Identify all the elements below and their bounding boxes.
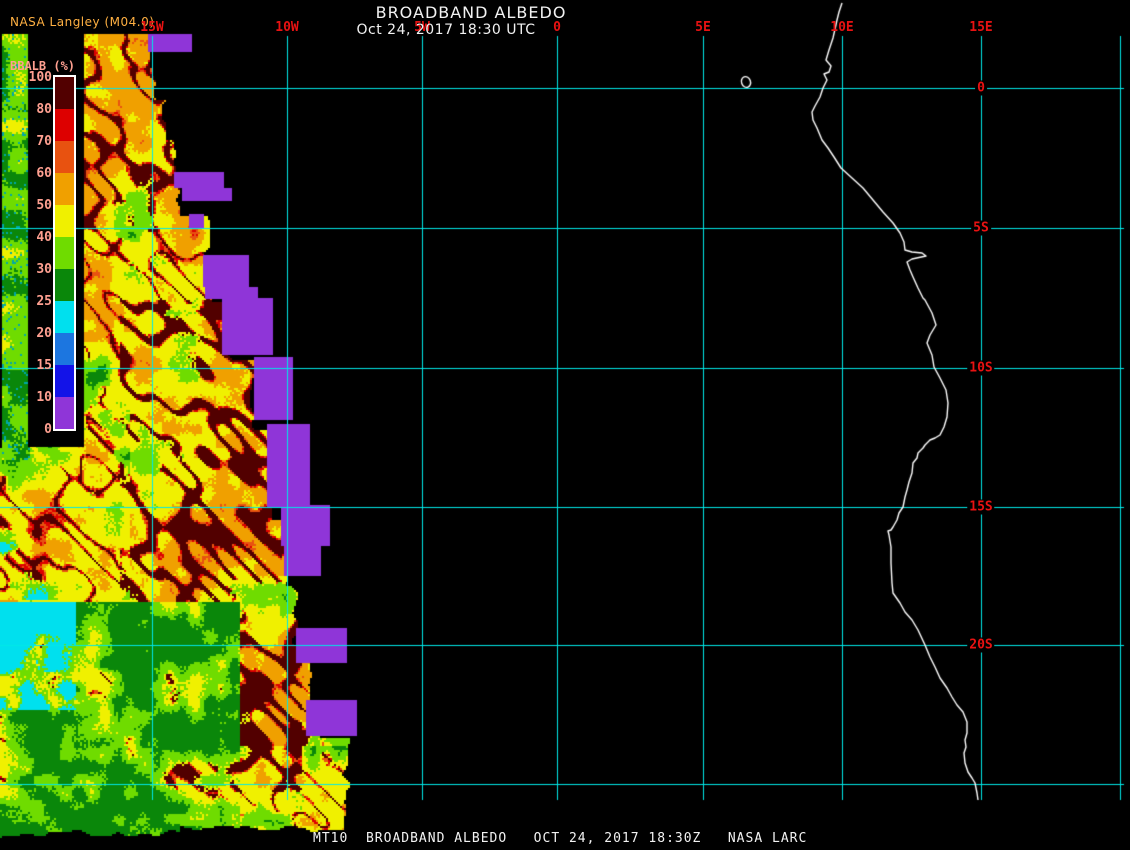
- lat-label-15S: 15S: [967, 499, 995, 515]
- colorbar-tick-60: 60: [36, 166, 52, 181]
- colorbar-segment-1: [55, 109, 74, 141]
- colorbar: [53, 75, 76, 431]
- colorbar-tick-50: 50: [36, 198, 52, 213]
- lon-label-0: 0: [553, 20, 561, 35]
- colorbar-tick-20: 20: [36, 326, 52, 341]
- colorbar-tick-80: 80: [36, 102, 52, 117]
- colorbar-segment-4: [55, 205, 74, 237]
- lat-label-10S: 10S: [967, 360, 995, 376]
- colorbar-tick-70: 70: [36, 134, 52, 149]
- colorbar-tick-100: 100: [28, 70, 52, 85]
- colorbar-segment-8: [55, 333, 74, 365]
- colorbar-tick-10: 10: [36, 390, 52, 405]
- credit-label: NASA Langley (M04.0): [10, 15, 155, 29]
- datetime-label: Oct 24, 2017 18:30 UTC: [356, 22, 536, 38]
- colorbar-segment-2: [55, 141, 74, 173]
- colorbar-segment-0: [55, 77, 74, 109]
- lat-label-20S: 20S: [967, 637, 995, 653]
- colorbar-tick-25: 25: [36, 294, 52, 309]
- lat-label-0: 0: [975, 80, 987, 96]
- lon-label-5W: 5W: [414, 20, 430, 35]
- colorbar-segment-7: [55, 301, 74, 333]
- colorbar-tick-30: 30: [36, 262, 52, 277]
- lon-label-15E: 15E: [969, 20, 993, 35]
- colorbar-segment-10: [55, 397, 74, 429]
- footer-caption: MT10 BROADBAND ALBEDO OCT 24, 2017 18:30…: [313, 831, 808, 846]
- colorbar-segment-9: [55, 365, 74, 397]
- colorbar-segment-6: [55, 269, 74, 301]
- colorbar-segment-3: [55, 173, 74, 205]
- lon-label-5E: 5E: [695, 20, 711, 35]
- lon-label-15W: 15W: [140, 20, 164, 35]
- lat-label-5S: 5S: [971, 220, 991, 236]
- colorbar-tick-15: 15: [36, 358, 52, 373]
- colorbar-tick-40: 40: [36, 230, 52, 245]
- colorbar-segment-5: [55, 237, 74, 269]
- lon-label-10E: 10E: [830, 20, 854, 35]
- colorbar-tick-0: 0: [44, 422, 52, 437]
- lon-label-10W: 10W: [275, 20, 299, 35]
- colorbar-title: BBALB (%): [10, 59, 76, 73]
- page-title: BROADBAND ALBEDO: [375, 3, 567, 22]
